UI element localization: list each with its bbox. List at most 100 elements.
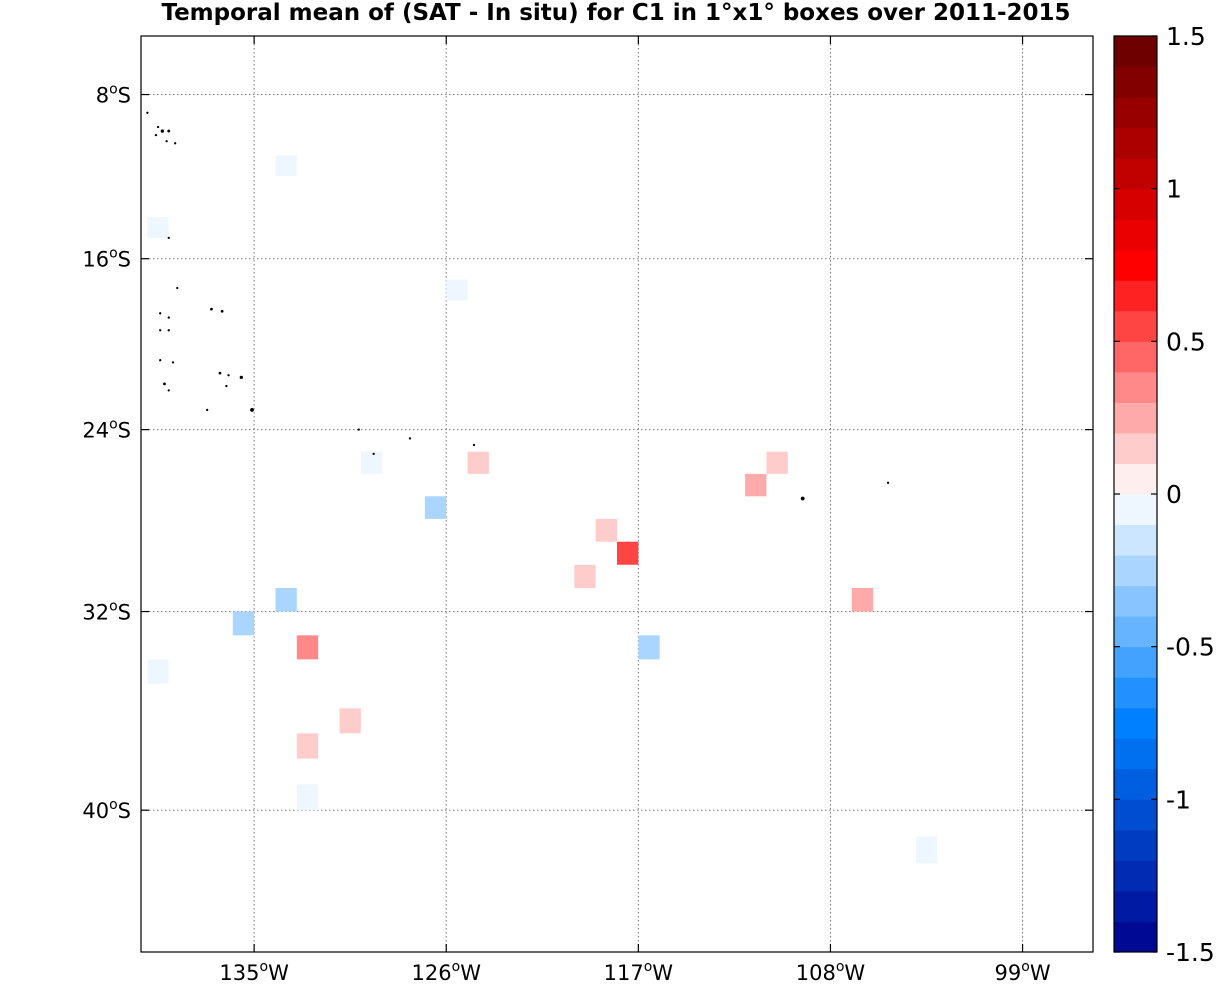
colorbar-segment	[1114, 219, 1157, 251]
colorbar-segment	[1114, 677, 1157, 709]
colorbar-segment	[1114, 738, 1157, 770]
island-mark	[250, 408, 254, 412]
heatmap-cell	[147, 217, 169, 238]
colorbar-tick-label: -1	[1166, 785, 1191, 814]
colorbar-segment	[1114, 341, 1157, 373]
colorbar-segment	[1114, 585, 1157, 617]
heatmap-cell	[766, 451, 788, 474]
colorbar-tick-label: 0.5	[1166, 327, 1206, 356]
colorbar-segment	[1114, 310, 1157, 342]
y-tick-label: 8oS	[96, 82, 131, 108]
y-tick-label: 40oS	[82, 797, 131, 823]
heatmap-cell	[296, 784, 319, 811]
heatmap-cell	[915, 836, 938, 864]
island-mark	[372, 452, 375, 456]
colorbar-segment	[1114, 707, 1157, 739]
island-mark	[174, 142, 177, 145]
heatmap-cell	[595, 518, 617, 542]
colorbar-segment	[1114, 524, 1157, 556]
island-mark	[220, 309, 224, 313]
heatmap-cell	[147, 659, 169, 684]
colorbar-segment	[1114, 432, 1157, 464]
x-axis-tick-labels: 135oW 126oW 117oW 108oW 99oW	[219, 959, 1050, 984]
heatmap-cell	[232, 611, 255, 636]
colorbar-segment	[1114, 97, 1157, 129]
island-mark	[800, 496, 805, 501]
island-mark	[472, 443, 476, 447]
colorbar-segment	[1114, 188, 1157, 220]
island-mark	[167, 129, 171, 133]
colorbar-tick-label: 1.5	[1166, 22, 1206, 51]
heatmap-cell	[617, 541, 639, 565]
heatmap-cell	[851, 588, 874, 612]
island-mark	[171, 361, 175, 364]
colorbar-segment	[1114, 127, 1157, 159]
colorbar-segment	[1114, 921, 1157, 953]
y-tick-label: 32oS	[82, 599, 131, 625]
colorbar-tick-label: 1	[1166, 175, 1182, 204]
heatmap-cell	[275, 588, 297, 612]
y-tick-label: 16oS	[82, 246, 131, 272]
island-mark	[886, 481, 890, 484]
colorbar-segment	[1114, 494, 1157, 526]
heatmap-cell	[745, 473, 767, 497]
heatmap-cell	[296, 733, 319, 759]
colorbar-segment	[1114, 158, 1157, 190]
heatmap-cell	[275, 155, 297, 177]
island-mark	[227, 374, 230, 377]
island-mark	[210, 307, 213, 311]
colorbar-segment	[1114, 66, 1157, 98]
x-tick-label: 99oW	[995, 959, 1051, 984]
land-islands	[146, 111, 890, 501]
island-mark	[167, 236, 170, 240]
island-mark	[146, 111, 149, 114]
colorbar-tick-label: -1.5	[1166, 938, 1215, 967]
map-grid	[141, 36, 1093, 952]
axis-ticks	[141, 36, 1093, 952]
island-mark	[165, 140, 168, 143]
island-mark	[159, 312, 162, 315]
island-mark	[239, 375, 243, 380]
island-mark	[357, 428, 360, 431]
colorbar-tick-label: -0.5	[1166, 633, 1215, 662]
heatmap-cell	[339, 708, 361, 734]
colorbar-segment	[1114, 768, 1157, 800]
x-tick-label: 117oW	[604, 959, 674, 984]
island-mark	[167, 329, 170, 332]
heatmap-cell	[360, 451, 383, 474]
island-mark	[218, 371, 222, 375]
heatmap-cell	[638, 635, 660, 660]
colorbar-tick-label: 0	[1166, 480, 1182, 509]
colorbar-segment	[1114, 463, 1157, 495]
colorbar-segment	[1114, 555, 1157, 587]
heatmap-cell	[467, 451, 489, 474]
heatmap-cell	[424, 496, 447, 519]
colorbar-segment	[1114, 616, 1157, 648]
island-mark	[206, 408, 209, 412]
x-tick-label: 135oW	[219, 959, 289, 984]
colorbar-segment	[1114, 646, 1157, 678]
map-frame	[140, 35, 1094, 953]
x-tick-label: 108oW	[796, 959, 866, 984]
y-axis-tick-labels: 8oS 16oS 24oS 32oS 40oS	[82, 82, 131, 824]
y-tick-label: 24oS	[82, 417, 131, 443]
colorbar-segment	[1114, 371, 1157, 403]
heatmap-cells	[147, 155, 938, 864]
island-mark	[167, 389, 170, 392]
island-mark	[408, 437, 412, 440]
island-mark	[156, 125, 160, 129]
island-mark	[225, 384, 228, 388]
colorbar-segment	[1114, 249, 1157, 281]
chart-title: Temporal mean of (SAT - In situ) for C1 …	[161, 0, 1070, 26]
colorbar-segment	[1114, 36, 1157, 68]
heatmap-cell	[296, 635, 319, 660]
colorbar-segment	[1114, 860, 1157, 892]
colorbar-segment	[1114, 890, 1157, 922]
island-mark	[160, 129, 164, 133]
colorbar: 1.5 1 0.5 0 -0.5 -1 -1.5	[1113, 22, 1215, 967]
island-mark	[163, 382, 166, 386]
colorbar-segment	[1114, 402, 1157, 434]
island-mark	[154, 134, 158, 137]
heatmap-cell	[574, 564, 596, 589]
